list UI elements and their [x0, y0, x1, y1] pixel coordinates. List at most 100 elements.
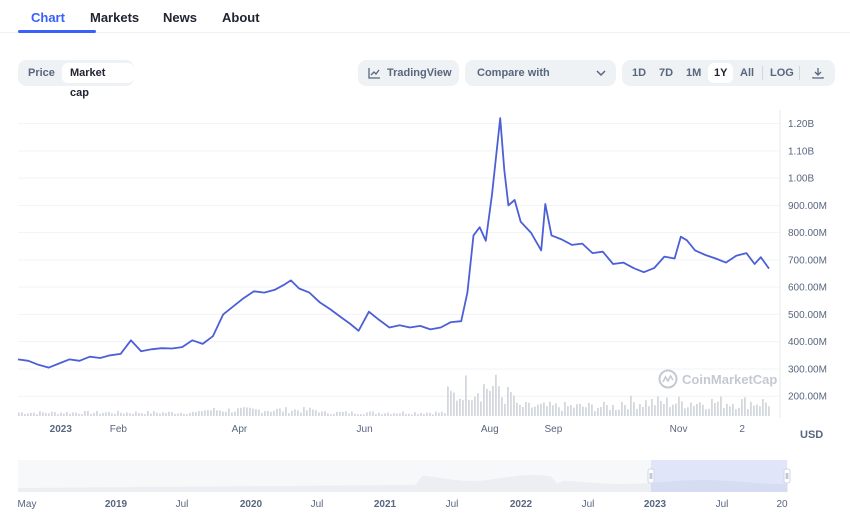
volume-bar: [684, 408, 686, 416]
range-1m-button[interactable]: 1M: [686, 67, 702, 79]
navigator-handle[interactable]: [647, 468, 655, 484]
volume-bar: [192, 411, 194, 416]
market-cap-chart[interactable]: 200.00M 300.00M 400.00M 500.00M 600.00M 700.0…: [0, 100, 850, 445]
navigator-selection-window[interactable]: [651, 460, 787, 492]
volume-bar: [759, 406, 761, 416]
volume-bar: [57, 414, 59, 416]
volume-bar: [402, 411, 404, 416]
volume-bar: [534, 406, 536, 416]
volume-bar: [531, 407, 533, 416]
volume-bar: [189, 412, 191, 416]
volume-bar: [630, 395, 632, 416]
tab-about[interactable]: About: [222, 10, 260, 25]
volume-bar: [591, 404, 593, 416]
active-tab-indicator: [18, 30, 96, 33]
volume-bar: [552, 405, 554, 416]
volume-bar: [294, 409, 296, 416]
volume-bar: [174, 413, 176, 416]
volume-bar: [345, 411, 347, 416]
volume-bar: [285, 407, 287, 416]
x-tick-label: Nov: [670, 424, 688, 435]
range-1d-button[interactable]: 1D: [632, 67, 647, 79]
tradingview-button[interactable]: TradingView: [358, 60, 459, 86]
volume-bar: [750, 401, 752, 416]
volume-bar: [423, 414, 425, 416]
volume-bar: [114, 413, 116, 416]
price-toggle-button[interactable]: Price: [28, 67, 55, 79]
volume-bar: [507, 386, 509, 416]
volume-bar: [621, 402, 623, 416]
volume-bar: [24, 413, 26, 416]
navigator-handle[interactable]: [783, 468, 791, 484]
volume-bar: [405, 413, 407, 416]
range-7d-button[interactable]: 7D: [659, 67, 674, 79]
volume-bar: [135, 411, 137, 416]
volume-bar: [486, 388, 488, 416]
volume-bar: [330, 414, 332, 416]
volume-bar: [465, 375, 467, 416]
volume-bar: [393, 413, 395, 416]
volume-bar: [660, 400, 662, 416]
tab-markets[interactable]: Markets: [90, 10, 140, 25]
volume-bar: [411, 414, 413, 416]
volume-bar: [171, 412, 173, 416]
coinmarketcap-logo-icon: [658, 369, 678, 389]
toolbar-divider: [799, 66, 800, 80]
volume-bar: [735, 409, 737, 416]
volume-bar: [309, 407, 311, 416]
volume-bar: [588, 402, 590, 416]
volume-bar: [468, 399, 470, 416]
log-scale-button[interactable]: LOG: [770, 67, 794, 79]
volume-bar: [258, 409, 260, 416]
tab-news[interactable]: News: [163, 10, 197, 25]
compare-dropdown[interactable]: Compare with: [465, 60, 616, 86]
volume-bar: [249, 407, 251, 416]
volume-bar: [39, 411, 41, 416]
volume-bar: [717, 401, 719, 416]
range-all-button[interactable]: All: [740, 67, 755, 79]
volume-bar: [111, 413, 113, 416]
volume-bar: [78, 413, 80, 416]
volume-bar: [525, 402, 527, 416]
tab-chart[interactable]: Chart: [31, 10, 65, 25]
x-tick-label: Apr: [232, 424, 248, 435]
volume-bar: [570, 405, 572, 416]
x-tick-label: 2: [739, 424, 745, 435]
volume-bar: [396, 413, 398, 416]
x-tick-label: 2023: [50, 424, 73, 435]
volume-bar: [483, 384, 485, 416]
volume-bar: [453, 392, 455, 416]
volume-bar: [723, 408, 725, 416]
volume-bar: [381, 414, 383, 416]
volume-bar: [417, 414, 419, 416]
volume-bar: [498, 386, 500, 416]
volume-bar: [354, 413, 356, 416]
range-1y-button[interactable]: 1Y: [708, 63, 734, 83]
volume-bar: [273, 410, 275, 416]
volume-bar: [387, 412, 389, 416]
navigator-label: Jul: [176, 499, 189, 510]
volume-bar: [240, 407, 242, 416]
volume-bar: [624, 405, 626, 416]
y-axis-ticks: 200.00M 300.00M 400.00M 500.00M 600.00M 700.0…: [788, 119, 827, 403]
y-tick-label: 300.00M: [788, 364, 827, 375]
volume-bar: [501, 397, 503, 416]
volume-bar: [609, 410, 611, 416]
volume-bar: [339, 411, 341, 416]
tradingview-label: TradingView: [387, 67, 452, 79]
volume-bar: [243, 407, 245, 416]
download-icon[interactable]: [812, 67, 824, 79]
volume-bar: [282, 411, 284, 416]
volume-bar: [687, 407, 689, 416]
navigator-handles[interactable]: [647, 468, 791, 484]
x-tick-label: Sep: [544, 424, 562, 435]
volume-bar: [669, 407, 671, 416]
volume-bar: [606, 405, 608, 416]
volume-bar: [459, 398, 461, 416]
volume-bar: [696, 403, 698, 416]
market-cap-toggle-button[interactable]: Market cap: [62, 63, 134, 99]
volume-bar: [678, 396, 680, 416]
watermark: CoinMarketCap: [658, 369, 777, 389]
range-navigator[interactable]: May 2019 Jul 2020 Jul 2021 Jul 2022 Jul 2023 Jul 20: [0, 455, 850, 525]
volume-bar: [432, 414, 434, 416]
